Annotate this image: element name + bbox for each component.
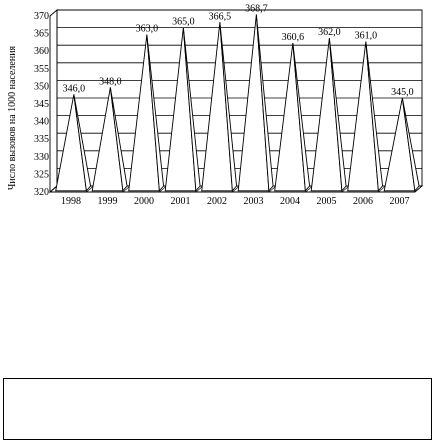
bar-series — [55, 14, 420, 192]
data-labels: 346,0 348,0 363,0 365,0 366,5 368,7 360,6 362,0… — [63, 4, 414, 98]
y-tick-label: 335 — [34, 134, 49, 145]
y-tick-label: 355 — [34, 64, 49, 75]
x-tick-label: 2003 — [244, 196, 264, 207]
data-label: 348,0 — [99, 76, 122, 87]
bar-side-face — [219, 22, 238, 192]
bar-side-face — [365, 41, 384, 192]
y-tick-label: 330 — [34, 152, 49, 163]
x-tick-label: 2006 — [353, 196, 373, 207]
data-label: 365,0 — [172, 17, 195, 28]
bar-side-face — [292, 43, 311, 192]
bar-side-face — [255, 14, 274, 192]
bar — [201, 22, 238, 192]
bar-side-face — [146, 34, 165, 192]
x-tick-label: 2002 — [207, 196, 227, 207]
y-tick-label: 350 — [34, 81, 49, 92]
bar-side-face — [401, 97, 420, 192]
bar — [91, 87, 128, 192]
x-tick-label: 2001 — [171, 196, 191, 207]
y-tick-labels: 320 325 330 335 340 345 350 355 360 365 370 — [34, 11, 49, 198]
x-tick-label: 2004 — [280, 196, 300, 207]
bar — [383, 97, 420, 192]
bar — [310, 38, 347, 192]
data-label: 363,0 — [136, 24, 159, 35]
x-tick-label: 2000 — [134, 196, 154, 207]
y-axis-label: Число вызовов на 1000 населения — [7, 45, 18, 190]
data-label: 362,0 — [318, 27, 341, 38]
data-label: 360,6 — [282, 32, 305, 43]
bar-side-face — [73, 94, 92, 192]
data-label: 345,0 — [391, 87, 414, 98]
data-label: 346,0 — [63, 83, 86, 94]
bar — [164, 27, 201, 192]
x-tick-label: 1999 — [98, 196, 118, 207]
y-tick-label: 370 — [34, 11, 49, 22]
y-tick-label: 360 — [34, 46, 49, 57]
data-label: 368,7 — [245, 4, 268, 15]
side-wall — [49, 9, 58, 193]
bar-side-face — [109, 87, 128, 192]
bar — [55, 94, 92, 192]
x-tick-label: 2005 — [317, 196, 337, 207]
data-label: 361,0 — [355, 31, 378, 42]
y-tick-label: 345 — [34, 99, 49, 110]
y-tick-label: 340 — [34, 117, 49, 128]
x-tick-label: 2007 — [390, 196, 410, 207]
y-tick-label: 365 — [34, 29, 49, 40]
bar — [128, 34, 165, 192]
bar — [274, 43, 311, 192]
x-tick-labels: 1998 1999 2000 2001 2002 2003 2004 2005 2006 2007 — [61, 196, 410, 207]
y-tick-label: 325 — [34, 169, 49, 180]
bar — [347, 41, 384, 192]
data-label: 366,5 — [209, 11, 232, 22]
floor-divider — [86, 185, 94, 193]
bar-side-face — [328, 38, 347, 192]
x-tick-label: 1998 — [61, 196, 81, 207]
floor-divider — [378, 185, 386, 193]
empty-caption-box — [3, 378, 432, 440]
y-tick-label: 320 — [34, 187, 49, 198]
bar — [237, 14, 274, 192]
bar-side-face — [182, 27, 201, 192]
